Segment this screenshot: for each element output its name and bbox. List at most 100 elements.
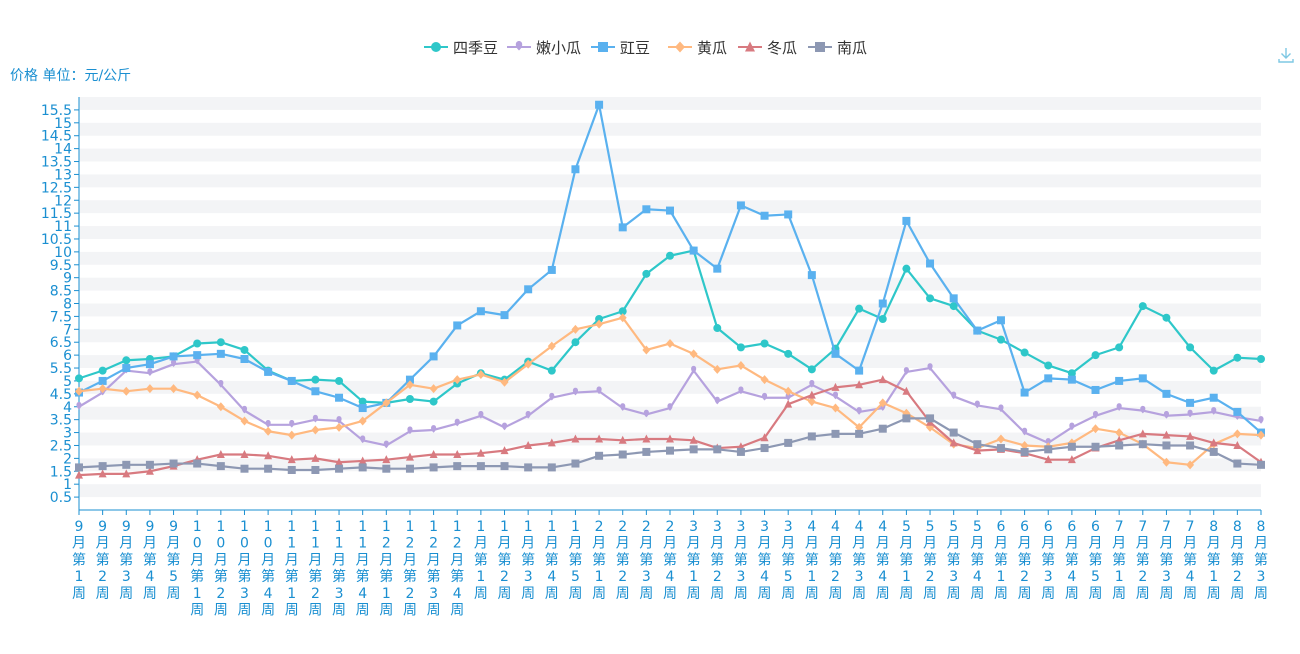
data-point	[1257, 354, 1265, 363]
y-tick-label: 11	[54, 219, 72, 235]
data-point	[358, 416, 367, 426]
legend-item-3[interactable]: 豇豆	[591, 39, 650, 57]
data-point	[405, 395, 414, 404]
x-tick-label: 7 月第 4 周	[1183, 519, 1197, 602]
data-point	[264, 451, 273, 460]
data-point	[335, 464, 344, 473]
data-point	[998, 404, 1004, 413]
series-6	[75, 414, 1265, 474]
data-point	[807, 432, 816, 441]
data-point	[642, 205, 651, 214]
data-point	[1186, 460, 1195, 470]
x-tick-label: 3 月第 1 周	[687, 519, 701, 602]
x-tick-label: 6 月第 1 周	[994, 519, 1008, 602]
data-point	[145, 466, 154, 475]
legend-label: 嫩小瓜	[536, 39, 581, 57]
data-point	[358, 404, 367, 413]
series-layer	[75, 100, 1265, 479]
data-point	[1258, 416, 1264, 424]
x-tick-label: 2 月第 3 周	[639, 519, 653, 602]
y-tick-label: 2.5	[50, 438, 72, 454]
data-point	[1138, 302, 1147, 311]
x-tick-label: 9 月第 4 周	[143, 519, 157, 602]
legend-label: 四季豆	[453, 39, 498, 57]
data-point	[1209, 438, 1218, 447]
data-point	[926, 294, 935, 303]
data-point	[618, 313, 627, 323]
x-tick-label: 3 月第 5 周	[781, 519, 795, 602]
data-point	[996, 335, 1005, 344]
data-point	[949, 302, 958, 311]
data-point	[571, 434, 580, 443]
x-tick-label: 1 月第 1 周	[474, 519, 488, 602]
data-point	[264, 426, 273, 436]
data-point	[996, 434, 1005, 444]
data-point	[571, 324, 580, 334]
data-point	[807, 271, 816, 280]
x-tick-label: 1 1 月第 2 周	[308, 519, 322, 619]
data-point	[1115, 343, 1124, 352]
y-tick-label: 7.5	[50, 309, 72, 325]
data-point	[689, 246, 698, 255]
legend-item-6[interactable]: 南瓜	[808, 39, 867, 57]
data-point	[878, 375, 887, 384]
y-tick-label: 5	[63, 374, 72, 390]
data-point	[642, 434, 651, 443]
data-point	[382, 464, 391, 473]
data-point	[571, 338, 580, 347]
legend-item-5[interactable]: 冬瓜	[738, 39, 797, 57]
x-tick-label: 2 月第 4 周	[663, 519, 677, 602]
data-point	[75, 470, 83, 479]
data-point	[216, 349, 225, 358]
data-point	[1020, 440, 1029, 450]
grid-band	[79, 174, 1261, 188]
data-point	[595, 100, 604, 109]
legend-item-1[interactable]: 四季豆	[424, 39, 498, 57]
data-point	[643, 409, 649, 418]
data-point	[1138, 374, 1147, 383]
data-point	[407, 426, 413, 435]
data-point	[524, 440, 533, 449]
data-point	[1044, 445, 1053, 454]
data-point	[287, 465, 296, 474]
x-tick-label: 6 月第 2 周	[1018, 519, 1032, 602]
data-point	[760, 339, 769, 348]
grid-band	[79, 303, 1261, 317]
x-tick-label: 1 0 月第 2 周	[214, 519, 228, 619]
data-point	[572, 387, 579, 396]
data-point	[1162, 313, 1171, 322]
y-tick-label: 14	[54, 142, 72, 158]
y-tick-label: 12	[54, 193, 72, 209]
data-point	[524, 359, 533, 369]
data-point	[476, 369, 485, 379]
data-point	[1257, 460, 1265, 469]
data-point	[1067, 455, 1076, 464]
data-point	[784, 386, 793, 396]
y-tick-label: 5.5	[50, 361, 72, 377]
legend-item-4[interactable]: 黄瓜	[668, 39, 727, 57]
data-point	[902, 216, 911, 225]
data-point	[1091, 351, 1100, 360]
data-point	[1092, 410, 1099, 419]
data-point	[169, 352, 178, 361]
x-tick-label: 7 月第 2 周	[1136, 519, 1150, 602]
data-point	[1116, 403, 1122, 411]
data-point	[736, 447, 745, 456]
data-point	[571, 165, 580, 174]
data-point	[122, 469, 131, 478]
download-icon[interactable]	[1276, 45, 1296, 65]
data-point	[500, 377, 509, 387]
y-tick-label: 12.5	[41, 180, 72, 196]
x-tick-label: 5 月第 4 周	[970, 519, 984, 602]
data-point	[193, 351, 202, 360]
legend-marker	[431, 42, 441, 52]
data-point	[784, 349, 793, 358]
y-tick-label: 10	[54, 245, 72, 261]
data-point	[689, 349, 698, 359]
series-4	[75, 313, 1265, 470]
data-point	[478, 410, 484, 419]
series-3	[75, 100, 1265, 437]
data-point	[1209, 447, 1218, 456]
legend-item-2[interactable]: 嫩小瓜	[507, 39, 581, 57]
data-point	[714, 396, 720, 405]
